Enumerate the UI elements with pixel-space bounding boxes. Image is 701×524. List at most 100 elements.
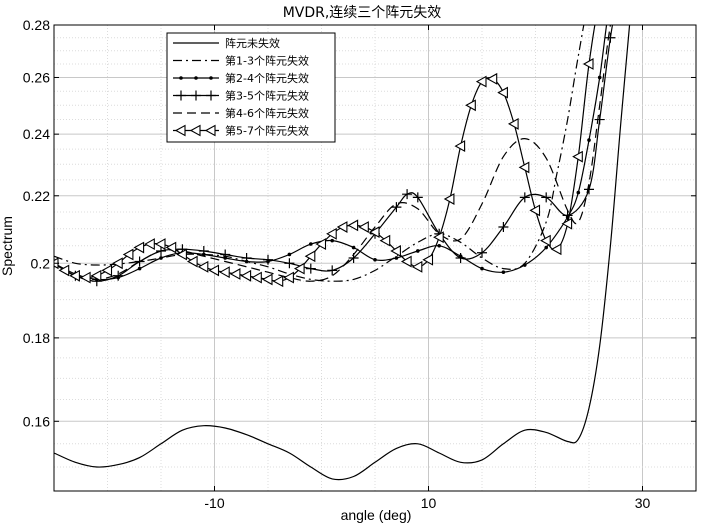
data-point: [251, 271, 262, 284]
x-tick-label: 10: [421, 495, 437, 511]
data-point: [373, 257, 377, 262]
data-point: [497, 86, 508, 99]
data-point: [113, 270, 124, 281]
data-point: [186, 255, 198, 268]
data-point: [309, 242, 313, 246]
data-point: [69, 269, 80, 282]
data-point: [204, 124, 216, 137]
data-point: [272, 275, 284, 288]
data-point: [540, 234, 551, 247]
data-point: [134, 256, 145, 267]
x-axis-label: angle (deg): [341, 507, 412, 523]
data-point: [582, 58, 594, 70]
data-point: [284, 258, 295, 269]
data-point: [391, 202, 402, 213]
data-point: [587, 138, 591, 142]
tick-layer: -10 10 30 0.16 0.18 0.2 0.22 0.24 0.26 0.28: [23, 17, 696, 511]
data-point: [174, 124, 186, 137]
data-point: [394, 256, 399, 260]
x-tick-label: 30: [635, 495, 651, 511]
series-2: [54, 25, 585, 282]
legend-label: 第1-3个阵元失效: [225, 54, 309, 68]
chart-title: MVDR,连续三个阵元失效: [283, 4, 442, 21]
data-point: [605, 32, 616, 43]
data-point: [523, 263, 527, 267]
data-point: [327, 265, 338, 276]
series-layer: [54, 25, 631, 481]
y-tick-label: 0.22: [23, 188, 50, 204]
data-point: [305, 263, 316, 274]
data-point: [293, 262, 305, 275]
data-point: [90, 269, 102, 282]
y-axis-label: Spectrum: [0, 216, 15, 276]
data-point: [176, 248, 187, 261]
legend-box: [166, 32, 336, 143]
legend-item: 阵元未失效: [173, 36, 280, 50]
data-point: [562, 210, 573, 221]
data-point: [416, 249, 420, 253]
legend: 阵元未失效第1-3个阵元失效第2-4个阵元失效第3-5个阵元失效第4-6个阵元失…: [166, 32, 336, 143]
data-point: [304, 250, 316, 263]
data-point: [368, 226, 380, 239]
data-point: [422, 253, 434, 266]
y-tick-label: 0.18: [23, 330, 50, 346]
data-point: [336, 221, 348, 233]
legend-label: 第2-4个阵元失效: [225, 71, 309, 85]
data-point: [137, 266, 142, 271]
data-point: [443, 193, 455, 205]
data-point: [486, 72, 498, 85]
series-5: [54, 25, 612, 282]
data-point: [390, 245, 401, 257]
legend-item: 第2-4个阵元失效: [173, 71, 309, 85]
data-point: [498, 222, 509, 233]
data-point: [133, 241, 145, 254]
legend-item: 第3-5个阵元失效: [173, 89, 309, 103]
data-point: [412, 192, 423, 203]
data-point: [544, 245, 548, 250]
data-point: [455, 252, 466, 263]
data-point: [572, 150, 583, 163]
y-tick-label: 0.16: [23, 413, 50, 429]
legend-label: 第4-6个阵元失效: [225, 106, 309, 120]
data-point: [58, 264, 70, 277]
data-point: [550, 243, 562, 256]
plot-frame: [53, 24, 697, 492]
data-point: [112, 257, 123, 270]
y-tick-label: 0.28: [23, 17, 50, 33]
data-point: [220, 249, 231, 260]
data-point: [347, 219, 359, 232]
data-point: [519, 192, 530, 203]
series-line: [54, 25, 612, 282]
data-point: [191, 90, 201, 101]
data-point: [144, 238, 155, 250]
legend-item: 第4-6个阵元失效: [173, 106, 309, 120]
data-point: [501, 270, 506, 274]
data-point: [475, 75, 487, 88]
series-line: [54, 25, 585, 282]
data-point: [176, 90, 186, 101]
data-point: [315, 238, 327, 250]
data-point: [208, 264, 220, 277]
data-point: [154, 238, 166, 250]
data-point: [437, 243, 442, 248]
data-point: [189, 124, 201, 137]
series-6: [54, 25, 596, 288]
data-point: [507, 117, 519, 130]
data-point: [480, 266, 484, 271]
data-point: [411, 260, 423, 273]
data-point: [477, 247, 487, 258]
data-point: [209, 76, 213, 80]
legend-label: 第5-7个阵元失效: [225, 124, 309, 138]
data-point: [465, 99, 476, 112]
data-point: [351, 245, 356, 250]
data-point: [219, 266, 230, 279]
data-point: [263, 254, 273, 265]
data-point: [229, 268, 241, 280]
data-point: [240, 269, 252, 282]
data-point: [159, 256, 163, 260]
data-point: [400, 255, 412, 268]
y-tick-label: 0.2: [31, 255, 51, 271]
data-point: [529, 204, 541, 217]
legend-label: 第3-5个阵元失效: [225, 89, 309, 103]
data-point: [197, 260, 209, 273]
